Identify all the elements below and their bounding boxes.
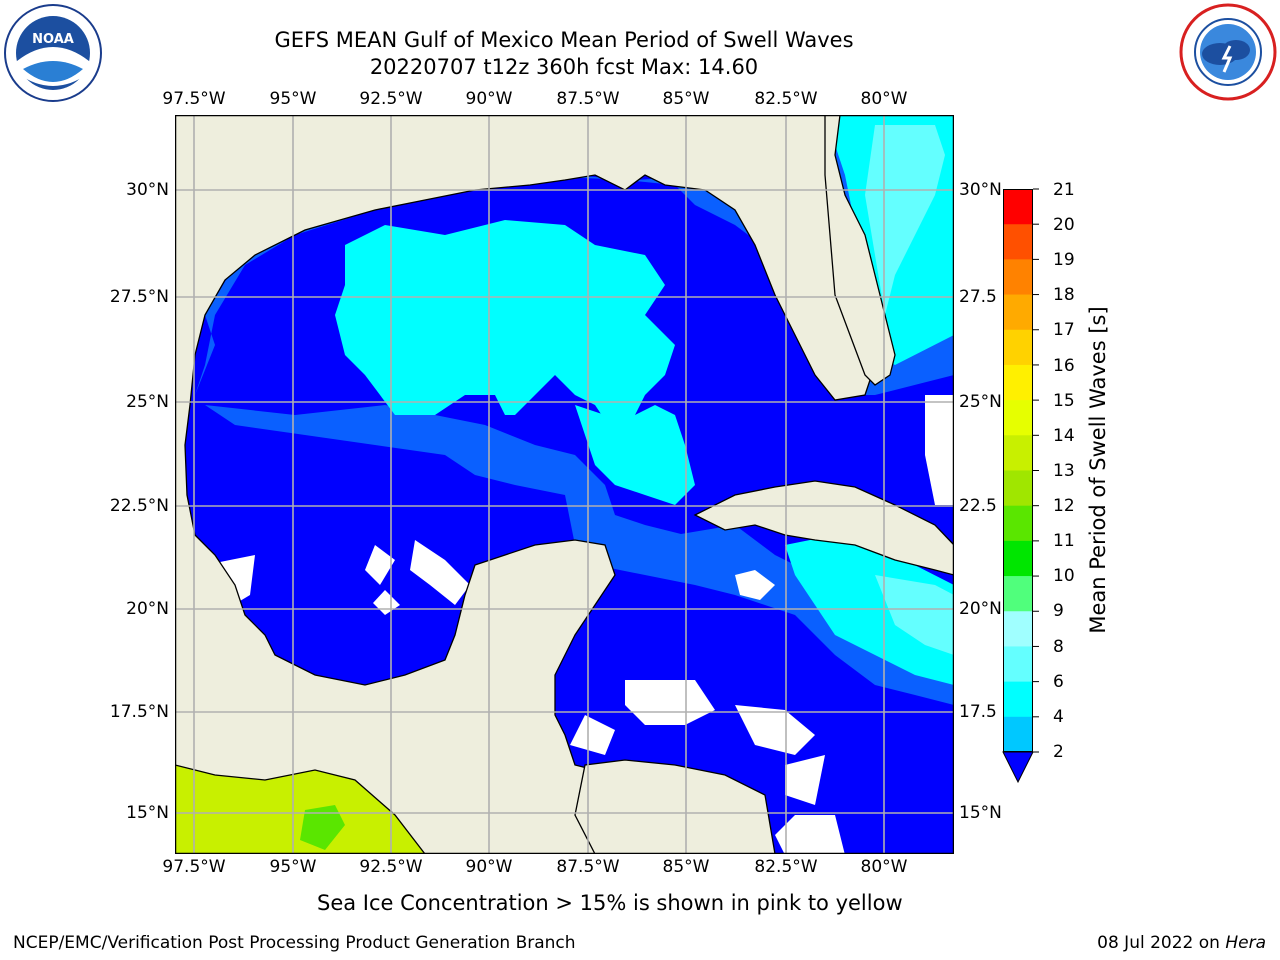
- colorbar-tick-label: 4: [1053, 707, 1064, 727]
- colorbar-segment: [1003, 505, 1033, 542]
- graticule: [175, 115, 954, 854]
- colorbar-tick-label: 14: [1053, 426, 1075, 446]
- no-data-patches: [205, 395, 954, 855]
- colorbar-tick-label: 19: [1053, 250, 1075, 270]
- lat-label-right: 25°N: [959, 392, 1002, 412]
- colorbar-segment: [1003, 716, 1033, 753]
- colorbar: [1002, 188, 1039, 784]
- lon-label-top: 85°W: [662, 89, 710, 109]
- lon-label-top: 95°W: [269, 89, 317, 109]
- colorbar-tick-label: 6: [1053, 672, 1064, 692]
- colorbar-tick-label: 9: [1053, 601, 1064, 621]
- colorbar-segment: [1003, 224, 1033, 260]
- colorbar-tick-label: 20: [1053, 215, 1075, 235]
- lon-label-top: 97.5°W: [162, 89, 226, 109]
- lon-label-bottom: 87.5°W: [556, 857, 620, 877]
- footer-date-text: 08 Jul 2022 on: [1097, 933, 1226, 953]
- lon-label-bottom: 82.5°W: [754, 857, 818, 877]
- colorbar-tick-label: 18: [1053, 285, 1075, 305]
- lat-label-right: 27.5: [959, 287, 997, 307]
- colorbar-segment: [1003, 259, 1033, 296]
- colorbar-tick-label: 13: [1053, 461, 1075, 481]
- colorbar-tick-label: 2: [1053, 742, 1064, 762]
- lon-label-bottom: 97.5°W: [162, 857, 226, 877]
- map-svg: [174, 114, 955, 855]
- colorbar-tick-label: 15: [1053, 391, 1075, 411]
- colorbar-svg: [1002, 188, 1039, 784]
- footer-credit: NCEP/EMC/Verification Post Processing Pr…: [13, 933, 576, 953]
- chart-title: GEFS MEAN Gulf of Mexico Mean Period of …: [274, 28, 854, 52]
- colorbar-segment: [1003, 611, 1033, 647]
- colorbar-tick-label: 10: [1053, 566, 1075, 586]
- lat-label-left: 22.5°N: [109, 496, 169, 516]
- lat-label-right: 15°N: [959, 803, 1002, 823]
- pacific-coastline: [174, 764, 426, 855]
- lat-label-left: 30°N: [126, 180, 169, 200]
- colorbar-under-triangle: [1002, 751, 1034, 784]
- lon-label-top: 82.5°W: [754, 89, 818, 109]
- nws-logo: [1178, 2, 1278, 102]
- footer-date: 08 Jul 2022 on Hera: [1097, 933, 1266, 953]
- colorbar-label: Mean Period of Swell Waves [s]: [1086, 306, 1110, 634]
- colorbar-segment: [1003, 681, 1033, 718]
- colorbar-segment: [1003, 294, 1033, 331]
- land-honduras: [574, 759, 776, 855]
- lon-label-bottom: 95°W: [269, 857, 317, 877]
- colorbar-tick-label: 16: [1053, 356, 1075, 376]
- footer-machine: Hera: [1225, 933, 1266, 953]
- colorbar-tick-label: 11: [1053, 531, 1075, 551]
- colorbar-segment: [1003, 435, 1033, 471]
- lon-label-top: 80°W: [860, 89, 908, 109]
- swell-field-medium: [195, 115, 954, 705]
- chart-subtitle: 20220707 t12z 360h fcst Max: 14.60: [369, 55, 759, 79]
- land-florida: [824, 114, 896, 386]
- lon-label-top: 90°W: [465, 89, 513, 109]
- colorbar-segment: [1003, 540, 1033, 577]
- lat-label-left: 15°N: [126, 803, 169, 823]
- colorbar-frame: [1003, 189, 1033, 752]
- lat-label-left: 25°N: [126, 392, 169, 412]
- lat-label-left: 20°N: [126, 599, 169, 619]
- lon-label-top: 92.5°W: [359, 89, 423, 109]
- map-frame: [174, 114, 955, 855]
- colorbar-segment: [1003, 364, 1033, 401]
- colorbar-tick-label: 21: [1053, 180, 1075, 200]
- lon-label-bottom: 92.5°W: [359, 857, 423, 877]
- colorbar-segment: [1003, 646, 1033, 683]
- lat-label-left: 17.5°N: [109, 702, 169, 722]
- colorbar-segment: [1003, 470, 1033, 507]
- lat-label-right: 20°N: [959, 599, 1002, 619]
- lon-label-top: 87.5°W: [556, 89, 620, 109]
- map-panel: [174, 114, 955, 855]
- lat-label-left: 27.5°N: [109, 287, 169, 307]
- lat-label-right: 30°N: [959, 180, 1002, 200]
- swell-field-lightcyan: [865, 125, 954, 655]
- colorbar-segment: [1003, 400, 1033, 436]
- colorbar-tick-label: 17: [1053, 320, 1075, 340]
- lon-label-bottom: 85°W: [662, 857, 710, 877]
- lon-label-bottom: 90°W: [465, 857, 513, 877]
- colorbar-segment: [1003, 329, 1033, 366]
- colorbar-tick-label: 8: [1053, 637, 1064, 657]
- noaa-logo: NOAA: [3, 3, 103, 103]
- colorbar-segment-top: [1003, 189, 1033, 225]
- pacific-swell-field-green: [300, 805, 345, 850]
- noaa-logo-text: NOAA: [32, 32, 74, 47]
- colorbar-tick-label: 12: [1053, 496, 1075, 516]
- lat-label-right: 22.5: [959, 496, 997, 516]
- lon-label-bottom: 80°W: [860, 857, 908, 877]
- sea-ice-note: Sea Ice Concentration > 15% is shown in …: [317, 891, 903, 915]
- colorbar-segment: [1003, 576, 1033, 612]
- lat-label-right: 17.5: [959, 702, 997, 722]
